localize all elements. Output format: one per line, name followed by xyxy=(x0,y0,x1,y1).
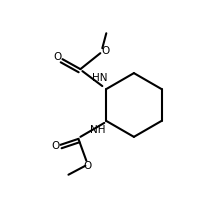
Text: O: O xyxy=(51,141,60,151)
Text: NH: NH xyxy=(90,125,105,135)
Text: HN: HN xyxy=(92,73,107,83)
Text: O: O xyxy=(101,46,110,56)
Text: O: O xyxy=(53,52,62,62)
Text: O: O xyxy=(83,161,92,171)
